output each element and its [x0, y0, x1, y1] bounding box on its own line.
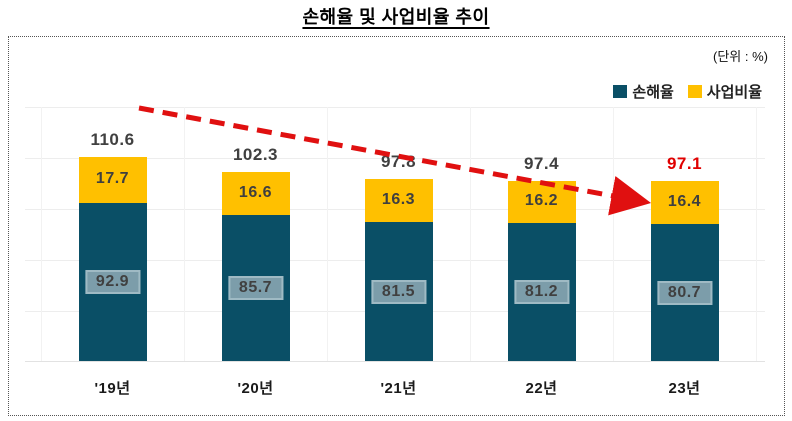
loss-ratio-segment: 92.9 [78, 203, 147, 361]
x-axis-label: 23년 [668, 380, 701, 397]
legend-swatch-loss-ratio [613, 85, 628, 98]
x-axis-label: '21년 [380, 380, 417, 397]
chart-title: 손해율 및 사업비율 추이 [302, 7, 490, 27]
v-gridline [184, 107, 185, 362]
loss-ratio-value: 80.7 [656, 281, 713, 305]
stacked-bar: 16.4 80.7 [650, 181, 719, 361]
expense-ratio-segment: 16.3 [364, 179, 433, 222]
loss-ratio-segment: 81.5 [364, 222, 433, 361]
expense-ratio-segment: 16.6 [221, 172, 290, 215]
x-axis-label: '20년 [237, 380, 274, 397]
loss-ratio-value: 92.9 [84, 270, 141, 294]
h-gridline [25, 107, 765, 108]
loss-ratio-segment: 81.2 [507, 223, 576, 361]
expense-ratio-segment: 16.2 [507, 181, 576, 223]
x-axis-line [25, 361, 765, 362]
legend-item-loss-ratio: 손해율 [613, 81, 674, 102]
expense-ratio-segment: 17.7 [78, 157, 147, 203]
expense-ratio-value: 16.2 [524, 192, 559, 209]
legend-label-expense-ratio: 사업비율 [706, 84, 762, 101]
loss-ratio-value: 85.7 [227, 276, 284, 300]
loss-ratio-segment: 85.7 [221, 215, 290, 361]
loss-ratio-segment: 80.7 [650, 224, 719, 361]
legend: 손해율 사업비율 [613, 81, 762, 102]
total-value-highlighted: 97.1 [666, 154, 703, 173]
expense-ratio-segment: 16.4 [650, 181, 719, 224]
loss-ratio-value: 81.5 [370, 280, 427, 304]
stacked-bar: 16.3 81.5 [364, 179, 433, 361]
legend-label-loss-ratio: 손해율 [632, 84, 674, 101]
v-gridline [613, 107, 614, 362]
x-axis-label: '19년 [94, 380, 131, 397]
total-value: 102.3 [232, 145, 279, 164]
legend-item-expense-ratio: 사업비율 [687, 81, 762, 102]
expense-ratio-value: 17.7 [95, 170, 130, 187]
plot-area: 17.7 92.9 110.6 '19년 16.6 85.7 102.3 '20년 16.3 81… [9, 37, 786, 417]
stacked-bar: 17.7 92.9 [78, 157, 147, 361]
total-value: 97.8 [380, 152, 417, 171]
loss-ratio-value: 81.2 [513, 280, 570, 304]
stacked-bar: 16.2 81.2 [507, 181, 576, 361]
expense-ratio-value: 16.3 [381, 191, 416, 208]
chart-panel: (단위 : %) 손해율 사업비율 17.7 92.9 110.6 '19년 16.6 8… [8, 36, 785, 416]
expense-ratio-value: 16.6 [238, 184, 273, 201]
unit-label: (단위 : %) [713, 49, 768, 64]
v-gridline [41, 107, 42, 362]
legend-swatch-expense-ratio [687, 85, 702, 98]
total-value: 97.4 [523, 154, 560, 173]
expense-ratio-value: 16.4 [667, 193, 702, 210]
v-gridline [470, 107, 471, 362]
v-gridline [327, 107, 328, 362]
total-value: 110.6 [90, 130, 135, 149]
v-gridline [756, 107, 757, 362]
x-axis-label: 22년 [525, 380, 558, 397]
stacked-bar: 16.6 85.7 [221, 172, 290, 361]
